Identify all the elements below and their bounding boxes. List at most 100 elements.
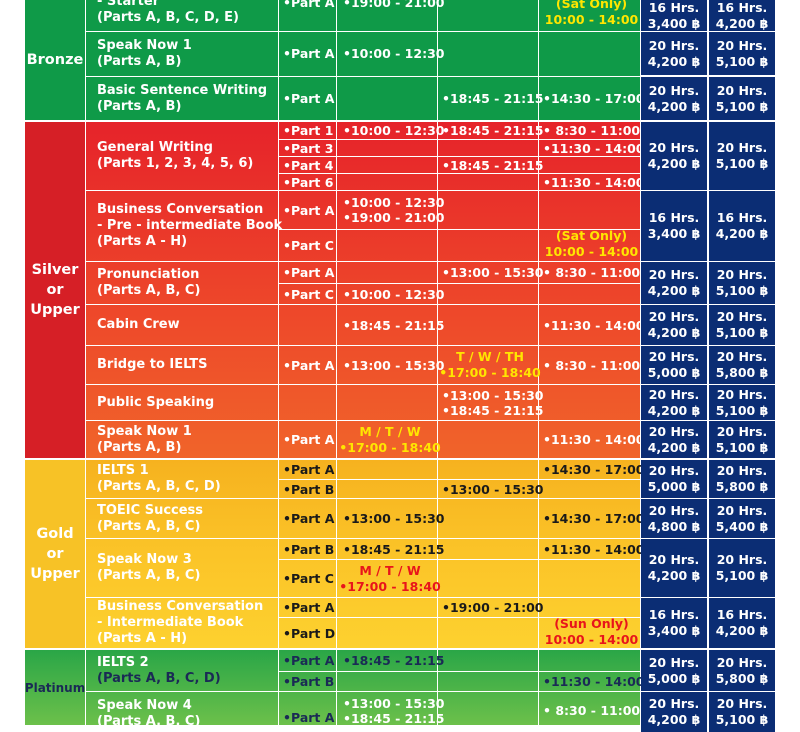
level-gold-label-2: or (46, 546, 64, 562)
time-slot: •13:00 - 15:30 (442, 387, 544, 403)
course-parts: (Parts A, B, C, D) (97, 479, 221, 494)
level-gold: Gold or Upper (25, 460, 85, 648)
note-day: T / W / TH (456, 349, 524, 364)
price-cell: 20 Hrs. 4,200 ฿ (641, 32, 707, 75)
price-hours: 20 Hrs. (716, 423, 768, 439)
time-slot: •14:30 - 17:00 (543, 91, 645, 106)
price-cell: 16 Hrs. 3,400 ฿ (641, 191, 707, 261)
course-row-bridge-to-ielts: Bridge to IELTS •Part A •13:00 - 15:30 T… (86, 346, 640, 384)
time-slot: •10:00 - 12:30 (343, 123, 445, 138)
price-hours: 20 Hrs. (648, 423, 700, 439)
price-amount: 5,400 ฿ (715, 518, 769, 534)
price-hours: 20 Hrs. (648, 267, 700, 282)
price-cell: 16 Hrs. 3,400 ฿ (641, 598, 707, 648)
course-parts: (Parts A, B, C, D) (97, 670, 221, 686)
time-slot: •10:00 - 12:30 (343, 286, 445, 302)
course-name: Pronunciation (97, 267, 200, 282)
price-amount: 5,000 ฿ (647, 670, 701, 686)
course-parts: (Parts 1, 2, 3, 4, 5, 6) (97, 156, 254, 171)
price-amount: 5,100 ฿ (715, 283, 769, 298)
price-cell: 20 Hrs. 4,200 ฿ (641, 262, 707, 304)
price-cell: 20 Hrs. 5,100 ฿ (709, 77, 775, 120)
price-hours: 20 Hrs. (648, 654, 700, 670)
time-slot: •13:00 - 15:30 (343, 357, 445, 373)
course-name: Cabin Crew (97, 317, 180, 332)
part-label: •Part A (283, 202, 335, 218)
price-amount: 3,400 ฿ (647, 226, 701, 241)
price-cell: 20 Hrs. 5,100 ฿ (709, 122, 775, 190)
time-slot: •18:45 - 21:15 (442, 402, 544, 418)
time-slot: •14:30 - 17:00 (543, 462, 645, 477)
note-time: •17:00 - 18:40 (339, 439, 441, 455)
level-silver-label-3: Upper (30, 302, 80, 318)
course-name: Business Conversation (97, 202, 264, 217)
price-hours: 16 Hrs. (716, 0, 768, 15)
time-slot: •11:30 - 14:00 (543, 174, 645, 190)
time-slot: •10:00 - 12:30 (343, 46, 445, 61)
price-cell: 20 Hrs. 5,400 ฿ (709, 499, 775, 538)
time-slot: •18:45 - 21:15 (442, 157, 544, 173)
course-parts: (Parts A, B, C) (97, 283, 201, 298)
course-parts: (Parts A, B) (97, 439, 182, 455)
price-amount: 4,200 ฿ (647, 402, 701, 418)
price-hours: 20 Hrs. (716, 140, 768, 155)
price-hours: 20 Hrs. (716, 654, 768, 670)
time-slot: • 8:30 - 11:00 (543, 265, 641, 280)
price-amount: 3,400 ฿ (647, 15, 701, 31)
price-cell: 20 Hrs. 5,100 ฿ (709, 539, 775, 597)
price-amount: 5,100 ฿ (715, 568, 769, 583)
price-cell: 20 Hrs. 4,200 ฿ (641, 539, 707, 597)
course-row-toeic-success: TOEIC Success (Parts A, B, C) •Part A •13… (86, 499, 644, 538)
price-cell: 20 Hrs. 5,100 ฿ (709, 262, 775, 304)
part-label: •Part 1 (283, 123, 334, 138)
note-time: 10:00 - 14:00 (544, 12, 639, 27)
price-hours: 20 Hrs. (648, 309, 700, 324)
time-slot: •11:30 - 14:00 (543, 140, 645, 156)
time-slot: •19:00 - 21:00 (442, 600, 544, 615)
price-hours: 16 Hrs. (716, 607, 768, 622)
price-hours: 20 Hrs. (716, 386, 768, 402)
price-amount: 4,200 ฿ (715, 623, 769, 638)
level-silver-label-2: or (46, 282, 64, 298)
price-hours: 20 Hrs. (716, 463, 768, 478)
price-amount: 4,200 ฿ (647, 439, 701, 455)
price-hours: 16 Hrs. (648, 0, 700, 15)
price-cell: 16 Hrs. 3,400 ฿ (641, 0, 707, 31)
note-day: (Sat Only) (555, 0, 628, 11)
course-parts: (Parts A, B) (97, 53, 182, 69)
price-hours: 20 Hrs. (648, 82, 700, 98)
time-slot: •11:30 - 14:00 (543, 317, 645, 333)
price-hours: 20 Hrs. (716, 267, 768, 282)
time-slot: • 8:30 - 11:00 (543, 357, 641, 373)
price-amount: 5,100 ฿ (715, 156, 769, 171)
price-cell: 20 Hrs. 4,200 ฿ (641, 692, 707, 732)
price-amount: 4,200 ฿ (647, 156, 701, 171)
time-slot: •11:30 - 14:00 (543, 432, 645, 447)
part-label: •Part 3 (283, 140, 334, 156)
course-row-speak-now-1-silver: Speak Now 1 (Parts A, B) •Part A M / T / … (86, 421, 645, 458)
time-note: T / W / TH •17:00 - 18:40 (438, 346, 540, 384)
part-label: •Part A (283, 265, 335, 280)
price-amount: 5,800 ฿ (715, 479, 769, 494)
time-slot: •18:45 - 21:15 (343, 711, 445, 726)
price-amount: 5,100 ฿ (715, 98, 769, 114)
price-hours: 20 Hrs. (648, 463, 700, 478)
price-cell: 20 Hrs. 4,800 ฿ (641, 499, 707, 538)
time-slot: •13:00 - 15:30 (343, 511, 445, 526)
price-hours: 16 Hrs. (648, 607, 700, 622)
course-row-speak-now-3: Speak Now 3 (Parts A, B, C) •Part B •18:4… (86, 539, 644, 597)
course-name: General Writing (97, 140, 213, 155)
level-silver: Silver or Upper (25, 122, 85, 458)
part-label: •Part A (283, 653, 335, 668)
course-row-business-conversation-int: Business Conversation - Intermediate Book… (86, 598, 640, 648)
time-slot-stack: •10:00 - 12:30 •19:00 - 21:00 (337, 191, 444, 229)
part-label: •Part 6 (283, 174, 334, 190)
price-hours: 20 Hrs. (648, 349, 700, 364)
part-label: •Part B (283, 481, 335, 497)
price-cell: 20 Hrs. 5,800 ฿ (709, 460, 775, 498)
price-hours: 20 Hrs. (648, 696, 700, 711)
note-time: 10:00 - 14:00 (544, 632, 639, 647)
price-hours: 20 Hrs. (716, 37, 768, 53)
course-row-starter: - Starter (Parts A, B, C, D, E) •Part A •… (86, 0, 640, 31)
